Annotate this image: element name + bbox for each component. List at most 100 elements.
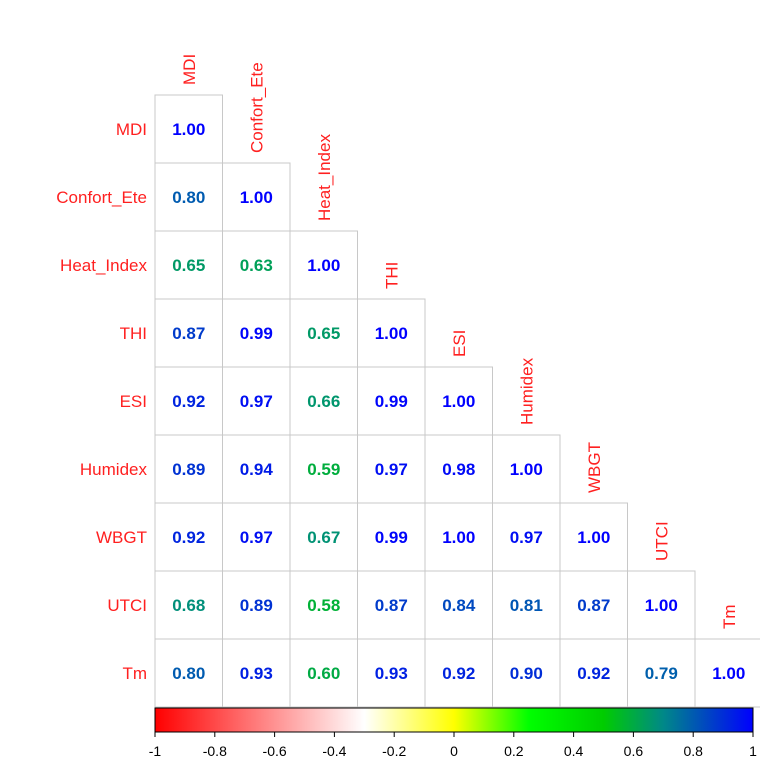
column-label-MDI: MDI [180,54,199,85]
cell-Humidex-Confort_Ete [222,434,291,504]
column-labels: MDI Confort_Ete Heat_Index THI ESI Humidex WBG… [180,54,739,629]
cell-WBGT-MDI [154,502,223,572]
value-UTCI-Humidex: 0.81 [510,596,543,615]
colorbar: -1 -0.8 -0.6 -0.4 -0.2 0 0.2 0.4 0.6 0.8 1 [149,707,757,759]
cell-Humidex-Humidex [492,434,561,504]
colorbar-tick-label: 0 [450,743,458,759]
row-label-MDI: MDI [116,120,147,139]
row-label-ESI: ESI [120,392,147,411]
cell-THI-THI [357,298,426,368]
cell-Tm-ESI [424,638,493,708]
cell-MDI-MDI [154,94,223,164]
column-label-WBGT: WBGT [585,442,604,493]
cell-Tm-THI [357,638,426,708]
correlation-values: 1.00 0.80 1.00 0.65 0.63 1.00 0.87 0.99 0.65 1.00… [172,120,745,683]
cell-Heat_Index-Heat_Index [289,230,358,300]
cell-WBGT-Humidex [492,502,561,572]
cell-THI-Confort_Ete [222,298,291,368]
cell-Tm-Heat_Index [289,638,358,708]
value-Tm-THI: 0.93 [375,664,408,683]
value-UTCI-WBGT: 0.87 [577,596,610,615]
cell-ESI-Confort_Ete [222,366,291,436]
value-Heat_Index-Heat_Index: 1.00 [307,256,340,275]
value-Heat_Index-Confort_Ete: 0.63 [240,256,273,275]
row-labels: MDI Confort_Ete Heat_Index THI ESI Humidex WBG… [56,120,147,683]
value-ESI-THI: 0.99 [375,392,408,411]
value-ESI-Confort_Ete: 0.97 [240,392,273,411]
cell-Tm-Confort_Ete [222,638,291,708]
value-WBGT-ESI: 1.00 [442,528,475,547]
value-WBGT-MDI: 0.92 [172,528,205,547]
value-WBGT-Humidex: 0.97 [510,528,543,547]
cell-WBGT-THI [357,502,426,572]
value-Heat_Index-MDI: 0.65 [172,256,205,275]
row-label-WBGT: WBGT [96,528,147,547]
cell-Humidex-ESI [424,434,493,504]
colorbar-tick-label: 0.6 [624,743,644,759]
value-Tm-Humidex: 0.90 [510,664,543,683]
colorbar-tick-label: 1 [749,743,757,759]
value-UTCI-THI: 0.87 [375,596,408,615]
value-Confort_Ete-Confort_Ete: 1.00 [240,188,273,207]
row-label-Heat_Index: Heat_Index [60,256,147,275]
value-WBGT-THI: 0.99 [375,528,408,547]
value-UTCI-Confort_Ete: 0.89 [240,596,273,615]
column-label-THI: THI [382,262,401,289]
row-label-Confort_Ete: Confort_Ete [56,188,147,207]
row-label-UTCI: UTCI [107,596,147,615]
value-Tm-Confort_Ete: 0.93 [240,664,273,683]
value-Tm-ESI: 0.92 [442,664,475,683]
row-label-Humidex: Humidex [80,460,148,479]
value-THI-THI: 1.00 [375,324,408,343]
cell-Tm-WBGT [559,638,628,708]
column-label-UTCI: UTCI [652,521,671,561]
value-Tm-Tm: 1.00 [712,664,745,683]
colorbar-tick-label: 0.2 [504,743,524,759]
value-THI-Heat_Index: 0.65 [307,324,340,343]
value-Tm-Heat_Index: 0.60 [307,664,340,683]
value-Humidex-Heat_Index: 0.59 [307,460,340,479]
cell-WBGT-WBGT [559,502,628,572]
value-Tm-MDI: 0.80 [172,664,205,683]
cell-Humidex-MDI [154,434,223,504]
cell-Tm-Humidex [492,638,561,708]
cell-UTCI-UTCI [627,570,696,640]
value-Confort_Ete-MDI: 0.80 [172,188,205,207]
value-Humidex-Confort_Ete: 0.94 [240,460,274,479]
value-Humidex-THI: 0.97 [375,460,408,479]
grid-cells [154,94,760,708]
column-label-Humidex: Humidex [517,357,536,425]
row-label-Tm: Tm [122,664,147,683]
cell-Tm-MDI [154,638,223,708]
colorbar-tick-label: -1 [149,743,162,759]
colorbar-tick-label: -0.2 [382,743,406,759]
cell-UTCI-Heat_Index [289,570,358,640]
value-WBGT-Confort_Ete: 0.97 [240,528,273,547]
cell-Confort_Ete-Confort_Ete [222,162,291,232]
colorbar-tick-label: 0.8 [683,743,703,759]
cell-Humidex-THI [357,434,426,504]
colorbar-tick-label: -0.6 [263,743,287,759]
cell-WBGT-Confort_Ete [222,502,291,572]
cell-UTCI-MDI [154,570,223,640]
cell-ESI-ESI [424,366,493,436]
cell-Heat_Index-MDI [154,230,223,300]
value-THI-Confort_Ete: 0.99 [240,324,273,343]
value-UTCI-UTCI: 1.00 [645,596,678,615]
colorbar-tick-label: -0.4 [322,743,346,759]
value-WBGT-Heat_Index: 0.67 [307,528,340,547]
value-MDI-MDI: 1.00 [172,120,205,139]
cell-ESI-THI [357,366,426,436]
colorbar-gradient [154,707,754,733]
column-label-Heat_Index: Heat_Index [315,134,334,221]
colorbar-tick-label: 0.4 [564,743,584,759]
value-THI-MDI: 0.87 [172,324,205,343]
value-Humidex-ESI: 0.98 [442,460,475,479]
value-UTCI-ESI: 0.84 [442,596,476,615]
column-label-ESI: ESI [450,330,469,357]
value-Tm-UTCI: 0.79 [645,664,678,683]
value-ESI-Heat_Index: 0.66 [307,392,340,411]
value-Humidex-Humidex: 1.00 [510,460,543,479]
value-Tm-WBGT: 0.92 [577,664,610,683]
